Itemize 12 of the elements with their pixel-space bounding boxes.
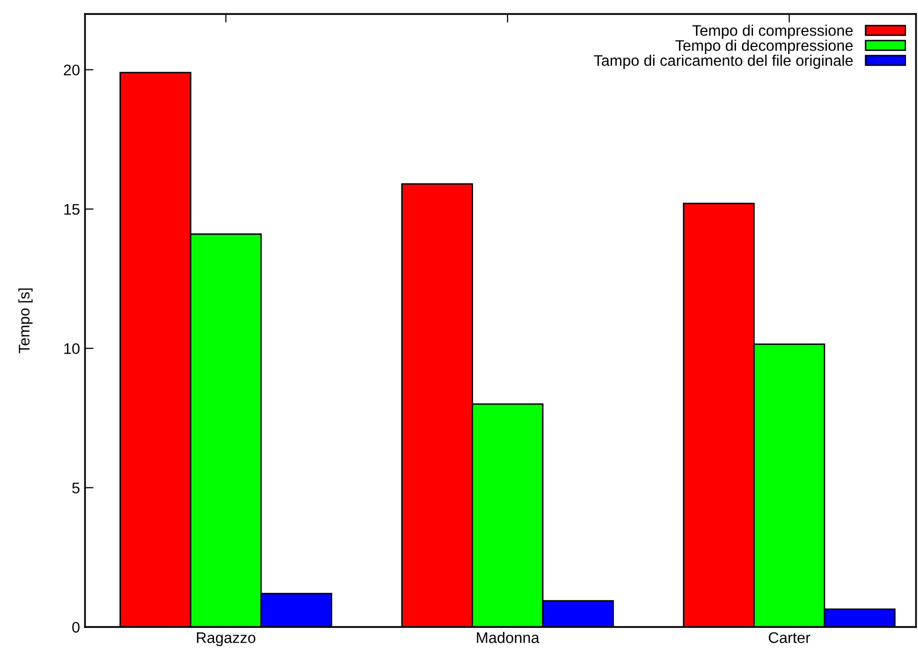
y-axis-title: Tempo [s]	[18, 288, 33, 354]
x-tick-label: Ragazzo	[196, 632, 256, 646]
legend-label: Tampo di caricamento del file originale	[594, 54, 853, 69]
x-tick-label: Madonna	[476, 632, 540, 644]
y-tick-label: 20	[64, 64, 80, 76]
y-tick-label: 15	[64, 204, 80, 215]
x-tick-label: Carter	[768, 632, 810, 644]
y-tick-label: 0	[72, 622, 80, 633]
y-tick-label: 10	[64, 343, 80, 354]
legend-label: Tempo di decompressione	[675, 40, 853, 54]
y-tick-label: 5	[72, 482, 80, 494]
legend-label: Tempo di compressione	[692, 24, 853, 39]
